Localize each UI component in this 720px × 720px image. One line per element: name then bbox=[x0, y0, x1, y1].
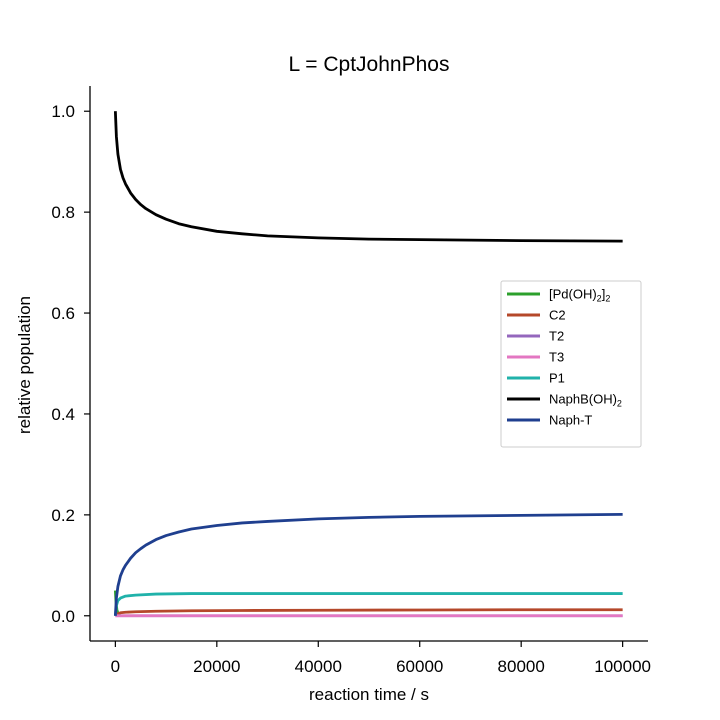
x-tick-label: 40000 bbox=[295, 657, 342, 676]
x-tick-label: 60000 bbox=[396, 657, 443, 676]
legend-label: T3 bbox=[549, 350, 564, 365]
series-line bbox=[113, 592, 623, 616]
legend-box bbox=[500, 280, 642, 448]
x-tick-label: 100000 bbox=[594, 657, 651, 676]
y-tick-label: 0.8 bbox=[51, 203, 75, 222]
x-tick-label: 20000 bbox=[193, 657, 240, 676]
legend-label: P1 bbox=[549, 371, 565, 386]
legend-label: Naph-T bbox=[549, 413, 592, 428]
x-tick-label: 0 bbox=[111, 657, 120, 676]
x-tick-label: 80000 bbox=[498, 657, 545, 676]
legend-label: T2 bbox=[549, 329, 564, 344]
x-axis-label: reaction time / s bbox=[309, 685, 429, 704]
y-tick-label: 0.0 bbox=[51, 607, 75, 626]
series-line bbox=[113, 111, 623, 243]
y-ticks: 0.0 0.2 0.4 0.6 0.8 1.0 bbox=[51, 102, 90, 626]
y-axis-label: relative population bbox=[15, 296, 34, 434]
y-tick-label: 0.6 bbox=[51, 304, 75, 323]
legend-label: [Pd(OH)2]2 bbox=[549, 287, 610, 304]
legend-label: C2 bbox=[549, 308, 566, 323]
series-line bbox=[113, 512, 623, 616]
x-ticks: 0 20000 40000 60000 80000 100000 bbox=[111, 641, 651, 676]
y-tick-label: 0.4 bbox=[51, 405, 75, 424]
y-tick-label: 0.2 bbox=[51, 506, 75, 525]
series-line bbox=[114, 608, 623, 617]
chart-title: L = CptJohnPhos bbox=[289, 53, 450, 76]
y-tick-label: 1.0 bbox=[51, 102, 75, 121]
legend-label: NaphB(OH)2 bbox=[549, 392, 622, 409]
plot-lines bbox=[113, 111, 623, 618]
legend: [Pd(OH)2]2 C2 T2 T3 P1 NaphB(OH)2 Naph-T bbox=[500, 280, 642, 448]
